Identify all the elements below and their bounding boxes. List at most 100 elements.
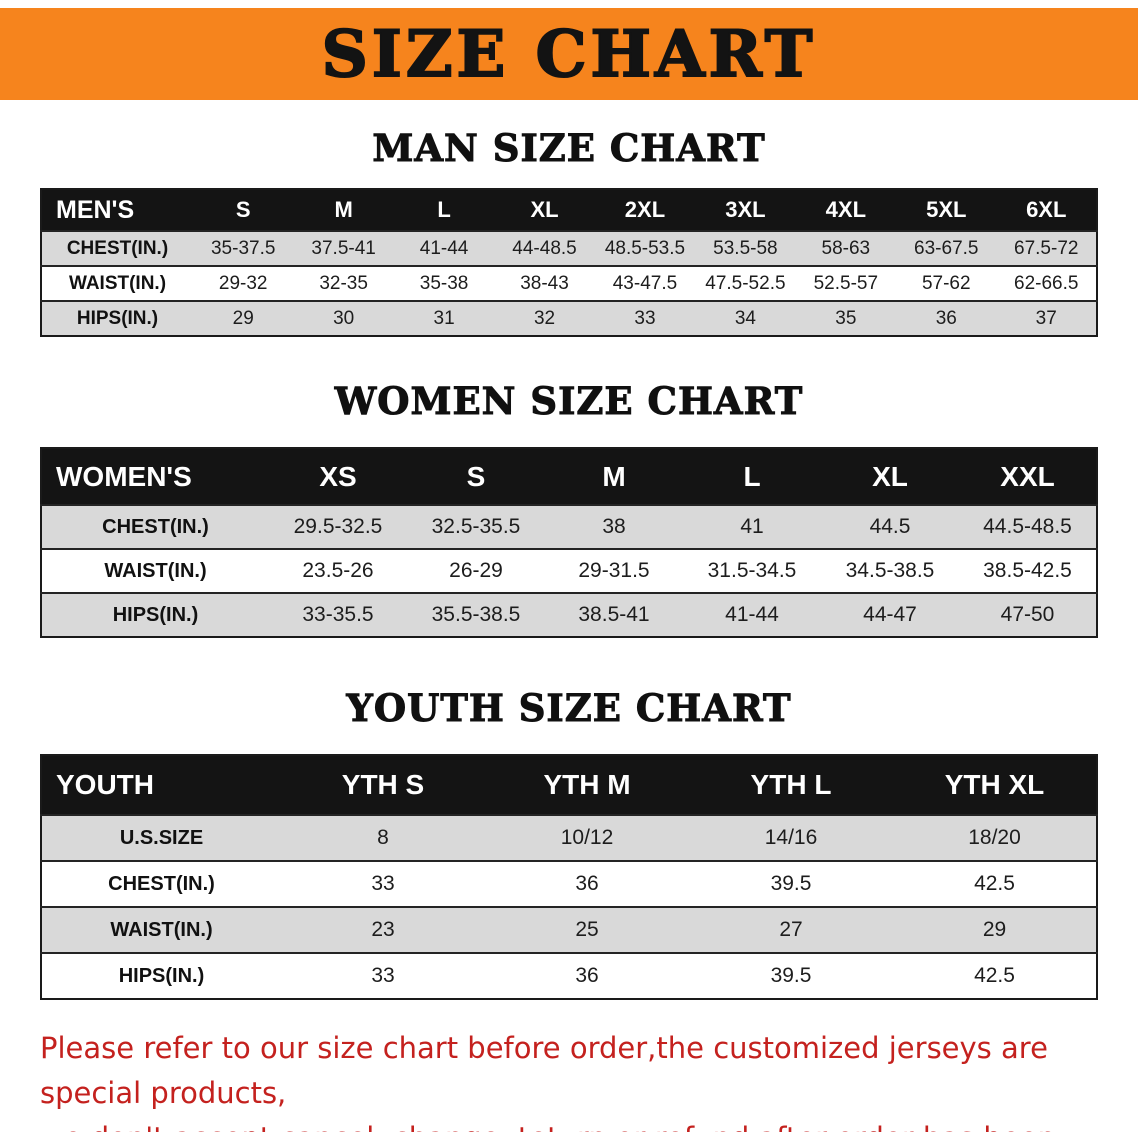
size-value-cell: 47.5-52.5 bbox=[705, 272, 786, 294]
size-value-cell: 29-31.5 bbox=[578, 559, 650, 582]
size-value-cell: 38-43 bbox=[520, 272, 569, 294]
size-value-cell: 29.5-32.5 bbox=[293, 515, 383, 538]
disclaimer: Please refer to our size chart before or… bbox=[0, 1026, 1138, 1132]
table-row: U.S.SIZE 8 10/12 14/16 18/20 bbox=[41, 815, 1097, 861]
size-value-cell: 35 bbox=[835, 307, 857, 329]
women-size-section: WOMEN SIZE CHART WOMEN'S XS S M L XL XXL CHEST(… bbox=[0, 379, 1138, 638]
table-title-cell: WOMEN'S bbox=[56, 460, 192, 492]
size-column-header: S bbox=[235, 197, 251, 222]
table-row: CHEST(IN.) 35-37.5 37.5-41 41-44 44-48.5 48.5… bbox=[41, 231, 1097, 266]
table-header-row: YOUTH YTH S YTH M YTH L YTH XL bbox=[41, 755, 1097, 815]
size-value-cell: 39.5 bbox=[770, 872, 812, 895]
size-value-cell: 29 bbox=[982, 918, 1007, 941]
size-value-cell: 32 bbox=[533, 307, 556, 329]
size-column-header: YTH XL bbox=[944, 769, 1045, 800]
youth-size-section: YOUTH SIZE CHART YOUTH YTH S YTH M YTH L YTH… bbox=[0, 686, 1138, 1000]
size-column-header: YTH L bbox=[750, 769, 832, 800]
size-value-cell: 36 bbox=[935, 307, 957, 329]
size-column-header: XXL bbox=[1000, 460, 1055, 492]
size-value-cell: 47-50 bbox=[1000, 603, 1055, 626]
row-label-cell: CHEST(IN.) bbox=[102, 515, 209, 538]
size-column-header: 5XL bbox=[926, 197, 967, 222]
table-row: HIPS(IN.) 33 36 39.5 42.5 bbox=[41, 953, 1097, 999]
size-value-cell: 31 bbox=[433, 307, 455, 329]
page-title: SIZE CHART bbox=[321, 16, 817, 93]
row-label-cell: WAIST(IN.) bbox=[68, 272, 167, 294]
size-column-header: 4XL bbox=[825, 197, 867, 222]
size-value-cell: 27 bbox=[779, 918, 803, 941]
size-value-cell: 34.5-38.5 bbox=[845, 559, 935, 582]
size-value-cell: 41 bbox=[740, 515, 764, 538]
size-column-header: L bbox=[743, 460, 761, 492]
size-column-header: YTH S bbox=[341, 769, 425, 800]
size-value-cell: 29-32 bbox=[218, 272, 268, 294]
size-value-cell: 48.5-53.5 bbox=[604, 237, 686, 259]
size-value-cell: 67.5-72 bbox=[1014, 237, 1079, 259]
row-label-cell: CHEST(IN.) bbox=[66, 237, 169, 259]
size-column-header: L bbox=[437, 197, 451, 222]
table-row: WAIST(IN.) 29-32 32-35 35-38 38-43 43-47.5 47.… bbox=[41, 266, 1097, 301]
table-header-row: WOMEN'S XS S M L XL XXL bbox=[41, 448, 1097, 505]
size-value-cell: 53.5-58 bbox=[713, 237, 778, 259]
youth-size-table: YOUTH YTH S YTH M YTH L YTH XL U.S.SIZE 8 10/12… bbox=[40, 754, 1098, 1000]
size-value-cell: 29 bbox=[232, 307, 254, 329]
man-size-section: MAN SIZE CHART MEN'S S M L XL 2XL 3XL 4XL 5XL 6XL… bbox=[0, 126, 1138, 337]
women-size-table: WOMEN'S XS S M L XL XXL CHEST(IN.) 29.5-32.5 32.5… bbox=[40, 447, 1098, 638]
disclaimer-line-2: we don't accept cancel, change, teturn o… bbox=[40, 1116, 1118, 1132]
table-row: HIPS(IN.) 29 30 31 32 33 34 35 36 37 bbox=[41, 301, 1097, 336]
size-value-cell: 10/12 bbox=[560, 826, 614, 849]
table-title-cell: YOUTH bbox=[56, 769, 154, 800]
size-column-header: S bbox=[466, 460, 486, 492]
size-value-cell: 42.5 bbox=[974, 872, 1015, 895]
size-value-cell: 14/16 bbox=[764, 826, 818, 849]
women-size-heading: WOMEN SIZE CHART bbox=[334, 379, 804, 424]
table-row: CHEST(IN.) 29.5-32.5 32.5-35.5 38 41 44.5 44.5… bbox=[41, 505, 1097, 549]
size-value-cell: 36 bbox=[575, 964, 599, 987]
size-value-cell: 33-35.5 bbox=[302, 603, 374, 626]
size-column-header: M bbox=[334, 197, 353, 222]
size-value-cell: 33 bbox=[371, 872, 395, 895]
size-value-cell: 58-63 bbox=[821, 237, 871, 259]
size-value-cell: 52.5-57 bbox=[813, 272, 879, 294]
size-column-header: 6XL bbox=[1026, 197, 1067, 222]
row-label-cell: WAIST(IN.) bbox=[104, 559, 207, 582]
size-value-cell: 33 bbox=[371, 964, 395, 987]
size-value-cell: 35.5-38.5 bbox=[431, 603, 521, 626]
row-label-cell: WAIST(IN.) bbox=[110, 918, 213, 941]
table-row: WAIST(IN.) 23 25 27 29 bbox=[41, 907, 1097, 953]
size-value-cell: 34 bbox=[734, 307, 756, 329]
size-column-header: XS bbox=[319, 460, 357, 492]
size-value-cell: 36 bbox=[575, 872, 599, 895]
size-value-cell: 31.5-34.5 bbox=[707, 559, 797, 582]
size-value-cell: 35-38 bbox=[419, 272, 469, 294]
size-column-header: M bbox=[602, 460, 626, 492]
banner: SIZE CHART bbox=[0, 8, 1138, 100]
man-size-table: MEN'S S M L XL 2XL 3XL 4XL 5XL 6XL CHEST(IN.) 35-37… bbox=[40, 188, 1098, 337]
youth-size-heading: YOUTH SIZE CHART bbox=[346, 686, 792, 731]
table-row: WAIST(IN.) 23.5-26 26-29 29-31.5 31.5-34.5 34… bbox=[41, 549, 1097, 593]
size-value-cell: 33 bbox=[634, 307, 656, 329]
size-column-header: XL bbox=[530, 197, 559, 222]
size-value-cell: 8 bbox=[377, 826, 389, 849]
size-value-cell: 32.5-35.5 bbox=[431, 515, 521, 538]
size-value-cell: 41-44 bbox=[419, 237, 469, 259]
table-row: CHEST(IN.) 33 36 39.5 42.5 bbox=[41, 861, 1097, 907]
size-value-cell: 35-37.5 bbox=[210, 237, 276, 259]
disclaimer-line-1: Please refer to our size chart before or… bbox=[40, 1031, 1048, 1110]
row-label-cell: U.S.SIZE bbox=[119, 826, 204, 849]
row-label-cell: HIPS(IN.) bbox=[118, 964, 205, 987]
size-column-header: YTH M bbox=[543, 769, 631, 800]
size-value-cell: 23 bbox=[371, 918, 395, 941]
size-value-cell: 37 bbox=[1035, 307, 1057, 329]
size-value-cell: 38.5-41 bbox=[578, 603, 650, 626]
size-value-cell: 18/20 bbox=[968, 826, 1021, 849]
size-value-cell: 25 bbox=[575, 918, 599, 941]
size-value-cell: 43-47.5 bbox=[612, 272, 678, 294]
size-value-cell: 42.5 bbox=[974, 964, 1015, 987]
table-header-row: MEN'S S M L XL 2XL 3XL 4XL 5XL 6XL bbox=[41, 189, 1097, 231]
size-value-cell: 26-29 bbox=[449, 559, 503, 582]
size-value-cell: 44.5-48.5 bbox=[983, 515, 1072, 538]
size-value-cell: 44-47 bbox=[863, 603, 917, 626]
size-value-cell: 44-48.5 bbox=[512, 237, 577, 259]
